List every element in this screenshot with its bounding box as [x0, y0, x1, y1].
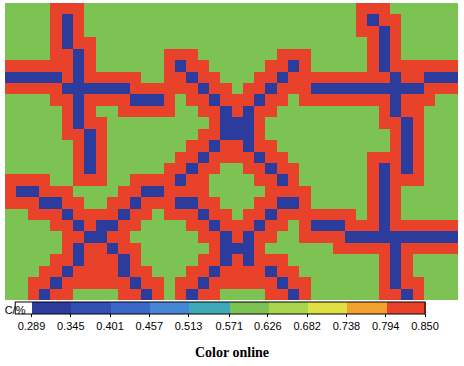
- svg-text:0.513: 0.513: [175, 320, 203, 332]
- svg-text:Color online: Color online: [195, 345, 269, 360]
- svg-text:0.850: 0.850: [411, 320, 439, 332]
- svg-text:0.345: 0.345: [57, 320, 85, 332]
- svg-text:0.794: 0.794: [372, 320, 400, 332]
- svg-text:0.738: 0.738: [333, 320, 361, 332]
- svg-text:C/%: C/%: [5, 304, 26, 316]
- svg-text:0.571: 0.571: [216, 320, 244, 332]
- svg-text:0.682: 0.682: [293, 320, 321, 332]
- svg-text:0.401: 0.401: [96, 320, 124, 332]
- svg-text:0.289: 0.289: [18, 320, 46, 332]
- svg-text:0.626: 0.626: [254, 320, 282, 332]
- svg-text:0.457: 0.457: [136, 320, 164, 332]
